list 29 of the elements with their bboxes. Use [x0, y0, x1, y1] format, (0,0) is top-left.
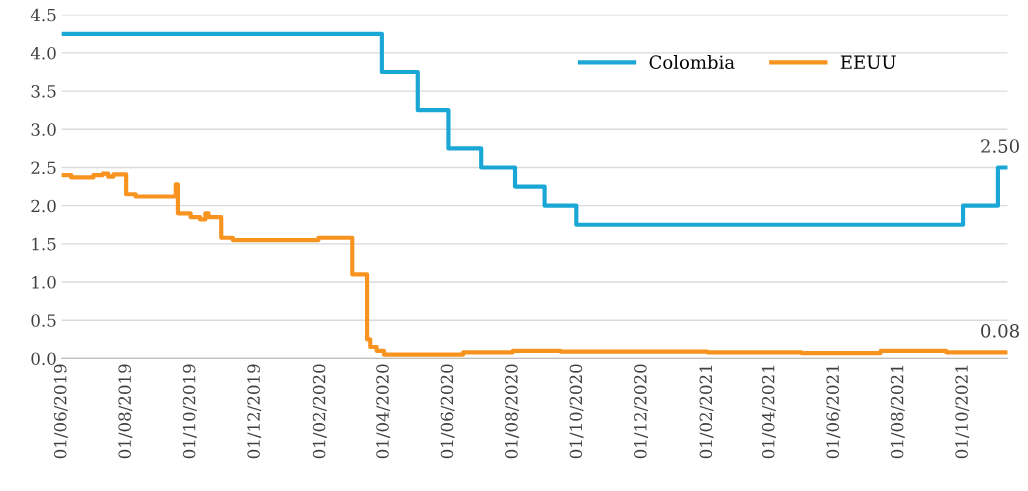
x-tick-label: 01/04/2021: [761, 365, 776, 459]
x-tick-label: 01/06/2020: [440, 364, 455, 459]
y-tick-label: 3.0: [31, 123, 56, 136]
y-tick-label: 1.0: [32, 276, 56, 289]
x-tick-label: 01/08/2020: [505, 364, 520, 459]
y-tick-label: 3.5: [31, 85, 56, 98]
x-tick-label: 01/12/2020: [634, 364, 648, 459]
y-tick-label: 4.0: [30, 46, 56, 60]
x-tick-label: 01/08/2021: [890, 365, 905, 459]
y-tick-label: 0.0: [31, 352, 56, 365]
legend-label: EEUU: [840, 55, 896, 70]
x-tick-label: 01/06/2021: [826, 365, 841, 459]
x-tick-label: 01/10/2021: [955, 365, 970, 459]
x-tick-label: 01/08/2019: [118, 364, 133, 459]
y-tick-label: 2.5: [31, 161, 56, 175]
x-tick-label: 01/02/2020: [312, 364, 327, 459]
annotation: 2.50: [981, 139, 1019, 153]
x-tick-label: 01/10/2020: [569, 364, 584, 459]
x-tick-label: 01/02/2021: [699, 365, 714, 459]
y-tick-label: 4.5: [30, 8, 56, 22]
y-tick-label: 1.5: [32, 237, 56, 251]
y-tick-label: 0.5: [31, 314, 56, 327]
y-tick-label: 2.0: [31, 199, 56, 213]
annotation: 0.08: [981, 324, 1019, 338]
x-tick-label: 01/10/2019: [182, 364, 197, 459]
x-tick-label: 01/04/2020: [376, 364, 391, 459]
x-tick-label: 01/12/2019: [247, 364, 262, 459]
x-tick-label: 01/06/2019: [53, 364, 68, 459]
legend-label: Colombia: [649, 55, 735, 70]
